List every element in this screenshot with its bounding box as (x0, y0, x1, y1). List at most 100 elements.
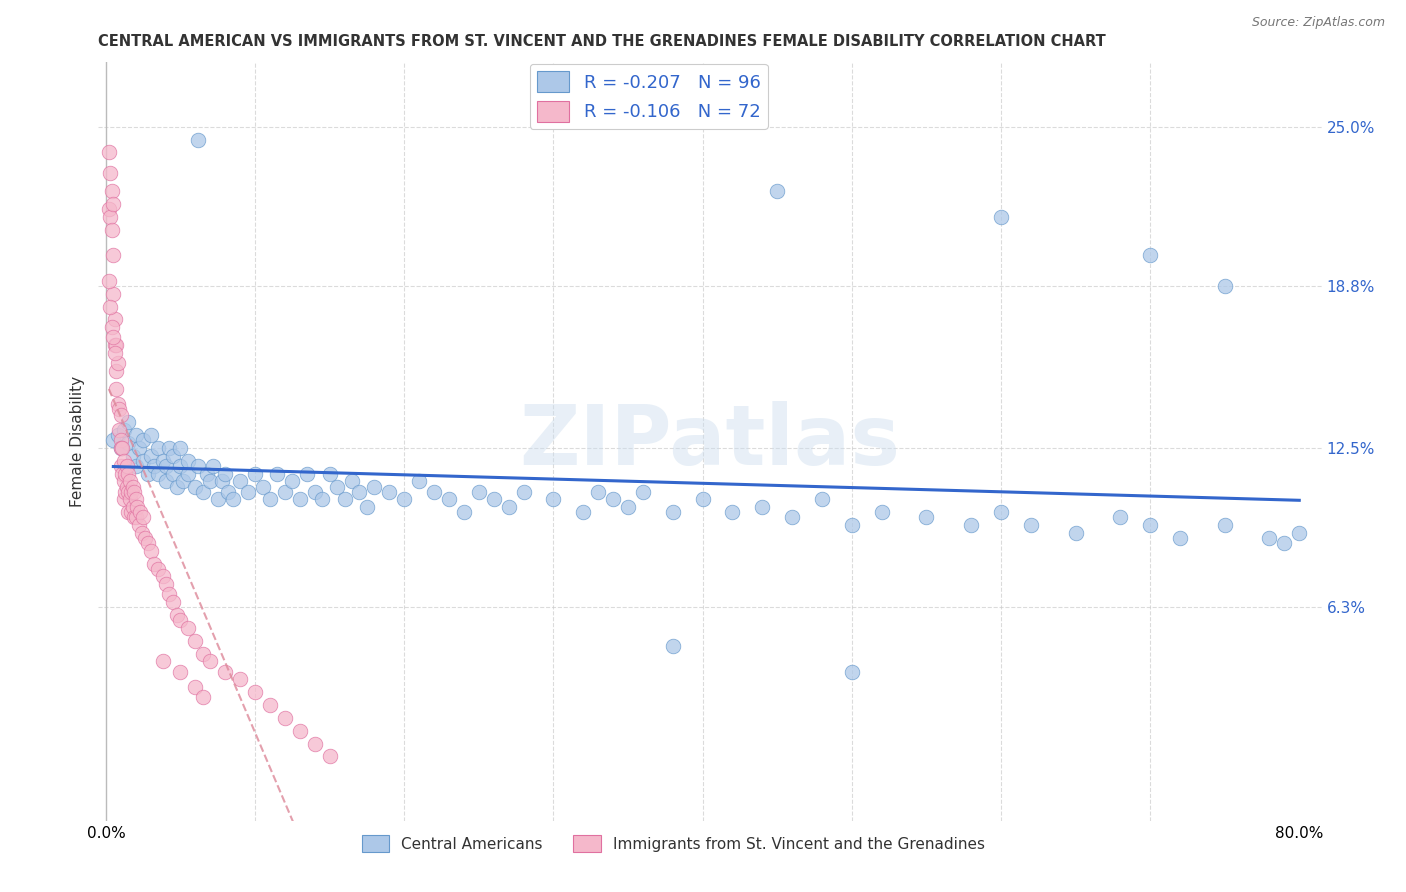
Point (125, 458, 148, 473)
Point (661, 639, 683, 653)
Point (482, 492, 505, 507)
Point (177, 467, 200, 481)
Point (870, 505, 893, 519)
Point (166, 607, 188, 622)
Point (274, 484, 297, 499)
Point (98, 166, 121, 180)
Point (142, 458, 165, 473)
Point (112, 475, 135, 489)
Point (586, 484, 609, 499)
Point (326, 479, 349, 493)
Point (229, 673, 252, 687)
Point (297, 467, 319, 481)
Point (107, 397, 129, 411)
Point (211, 475, 233, 489)
Point (103, 196, 125, 211)
Point (243, 467, 266, 481)
Point (766, 184, 789, 198)
Point (172, 475, 194, 489)
Point (184, 479, 207, 493)
Point (105, 364, 128, 378)
Point (120, 484, 142, 499)
Point (191, 484, 214, 499)
Point (155, 475, 177, 489)
Point (243, 685, 266, 699)
Point (117, 505, 139, 519)
Point (139, 428, 162, 442)
Point (631, 484, 654, 499)
Point (101, 320, 124, 334)
Point (214, 467, 236, 481)
Point (304, 484, 326, 499)
Point (990, 210, 1012, 224)
Point (103, 286, 125, 301)
Point (468, 484, 491, 499)
Point (121, 500, 143, 514)
Point (318, 749, 340, 764)
Point (721, 505, 744, 519)
Point (217, 484, 239, 499)
Point (915, 510, 938, 524)
Point (136, 536, 159, 550)
Point (146, 562, 169, 576)
Point (157, 587, 180, 601)
Point (340, 475, 363, 489)
Point (125, 510, 148, 524)
Point (162, 467, 184, 481)
Point (169, 613, 191, 627)
Point (200, 654, 222, 668)
Point (157, 441, 180, 455)
Point (110, 408, 132, 422)
Point (453, 505, 475, 519)
Point (132, 454, 155, 468)
Y-axis label: Female Disability: Female Disability (70, 376, 86, 508)
Point (281, 475, 304, 489)
Legend: Central Americans, Immigrants from St. Vincent and the Grenadines: Central Americans, Immigrants from St. V… (356, 829, 991, 858)
Point (132, 510, 155, 524)
Point (146, 441, 169, 455)
Point (751, 500, 773, 514)
Point (363, 479, 385, 493)
Point (118, 492, 141, 507)
Point (152, 454, 174, 468)
Point (543, 492, 565, 507)
Point (780, 510, 803, 524)
Point (423, 484, 446, 499)
Point (236, 484, 259, 499)
Point (103, 248, 125, 262)
Point (152, 654, 174, 668)
Point (111, 441, 134, 455)
Point (166, 479, 188, 493)
Point (1258, 531, 1281, 545)
Point (117, 415, 139, 429)
Point (142, 557, 165, 571)
Point (121, 479, 143, 493)
Point (1139, 248, 1161, 262)
Point (184, 680, 207, 694)
Point (437, 492, 460, 507)
Point (356, 500, 378, 514)
Point (841, 518, 863, 533)
Point (311, 492, 333, 507)
Point (349, 484, 371, 499)
Point (1139, 518, 1161, 533)
Point (104, 312, 127, 326)
Point (139, 543, 162, 558)
Point (108, 402, 131, 417)
Point (252, 479, 274, 493)
Point (221, 492, 243, 507)
Point (125, 428, 148, 442)
Point (117, 484, 139, 499)
Point (259, 698, 281, 712)
Point (960, 518, 983, 533)
Point (304, 737, 326, 751)
Point (97, 202, 120, 216)
Point (114, 484, 136, 499)
Point (108, 423, 131, 437)
Point (98, 210, 121, 224)
Text: Source: ZipAtlas.com: Source: ZipAtlas.com (1251, 16, 1385, 29)
Point (105, 338, 128, 352)
Point (318, 467, 340, 481)
Point (169, 441, 191, 455)
Point (111, 467, 134, 481)
